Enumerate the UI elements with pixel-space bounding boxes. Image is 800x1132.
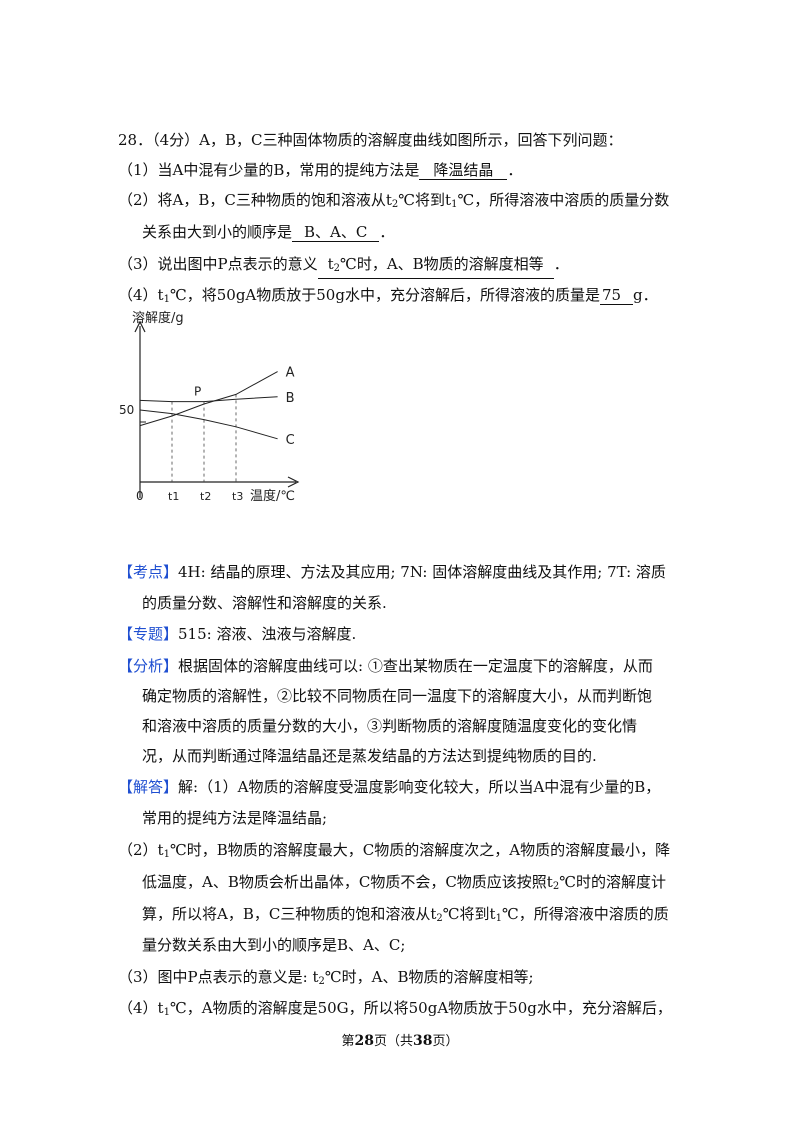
q2-text-b: ℃将到t: [398, 191, 452, 209]
question-1: （1）当A中混有少量的B，常用的提纯方法是 降温结晶．: [118, 160, 522, 180]
question-3: （3）说出图中P点表示的意义 t2℃时，A、B物质的溶解度相等．: [118, 254, 569, 279]
series-line-a: [139, 371, 278, 427]
zhuanti-text: 515: 溶液、浊液与溶解度.: [178, 625, 357, 643]
series-label-c: C: [286, 433, 295, 448]
question-2-line1: （2）将A，B，C三种物质的饱和溶液从t2℃将到t1℃，所得溶液中溶质的质量分数: [118, 190, 669, 215]
footer-post: 页）: [432, 1034, 459, 1049]
sub-2: 2: [391, 199, 399, 210]
jieda-8b: ℃，A物质的溶解度是50G，所以将50gA物质放于50g水中，充分溶解后，: [169, 999, 672, 1017]
fenxi-line1: 【分析】根据固体的溶解度曲线可以: ①查出某物质在一定温度下的溶解度，从而: [118, 656, 653, 676]
jieda-line7: （3）图中P点表示的意义是: t2℃时，A、B物质的溶解度相等;: [118, 967, 534, 992]
zhuanti-line: 【专题】515: 溶液、浊液与溶解度.: [118, 624, 356, 644]
series-label-b: B: [286, 391, 295, 406]
jieda-5c: ℃，所得溶液中溶质的质: [501, 905, 669, 923]
jieda-3-sub: 1: [163, 849, 170, 860]
q4-text-b: ℃，将50gA物质放于50g水中，充分溶解后，所得溶液的质量是: [169, 286, 600, 304]
q2-text-c: ℃，所得溶液中溶质的质量分数: [457, 191, 670, 209]
q4-unit: g: [633, 286, 643, 304]
jieda-8a: （4）t: [118, 999, 164, 1017]
q2-answer: B、A、C: [292, 223, 380, 242]
footer-pre: 第: [341, 1034, 355, 1049]
q2-text-a: （2）将A，B，C三种物质的饱和溶液从t: [118, 191, 392, 209]
series-label-a: A: [286, 366, 295, 381]
series-line-c: [139, 409, 278, 440]
x-tick-t2: t2: [200, 490, 211, 503]
fenxi-line3: 和溶液中溶质的质量分数的大小，③判断物质的溶解度随温度变化的变化情: [142, 717, 638, 735]
jieda-line3: （2）t1℃时，B物质的溶解度最大，C物质的溶解度次之，A物质的溶解度最小，降: [118, 840, 670, 865]
sub-1: 1: [451, 199, 458, 210]
q3-ans-t: t: [327, 255, 334, 273]
jieda-line5: 算，所以将A，B，C三种物质的饱和溶液从t2℃将到t1℃，所得溶液中溶质的质: [142, 904, 669, 929]
origin-label: 0: [136, 489, 144, 503]
jieda-4-sub: 2: [552, 881, 560, 892]
jieda-7a: （3）图中P点表示的意义是: t: [118, 968, 319, 986]
q3-dot: ．: [553, 255, 569, 273]
q2-text-d: 关系由大到小的顺序是: [142, 223, 293, 241]
fenxi-line2: 确定物质的溶解性，②比较不同物质在同一温度下的溶解度大小，从而判断饱: [142, 687, 653, 705]
q4-sub-1: 1: [163, 294, 170, 305]
solubility-chart: 溶解度/g 温度/℃ 0 50 AB C t1 t2 t3 P: [119, 310, 300, 504]
jieda-4a: 低温度，A、B物质会析出晶体，C物质不会，C物质应该按照t: [142, 873, 553, 891]
footer-page-number: 28: [354, 1033, 374, 1049]
series-line-b: [139, 396, 278, 403]
kaodian-line2: 的质量分数、溶解性和溶解度的关系.: [142, 594, 387, 612]
jieda-text-1: 解:（1）A物质的溶解度受温度影响变化较大，所以当A中混有少量的B，: [178, 778, 661, 796]
kaodian-line1: 【考点】4H: 结晶的原理、方法及其应用; 7N: 固体溶解度曲线及其作用; 7…: [118, 562, 666, 582]
kaodian-text-1: 4H: 结晶的原理、方法及其应用; 7N: 固体溶解度曲线及其作用; 7T: 溶…: [178, 563, 666, 581]
fenxi-tag: 【分析】: [118, 657, 179, 675]
q4-dot: ．: [642, 286, 658, 304]
point-p-label: P: [194, 385, 201, 399]
q1-dot: ．: [507, 161, 523, 179]
question-4: （4）t1℃，将50gA物质放于50g水中，充分溶解后，所得溶液的质量是 75 g．: [118, 285, 658, 310]
y-axis-arrow: [134, 320, 146, 333]
jieda-3a: （2）t: [118, 841, 164, 859]
jieda-line8: （4）t1℃，A物质的溶解度是50G，所以将50gA物质放于50g水中，充分溶解…: [118, 998, 672, 1023]
q3-ans-text: ℃时，A、B物质的溶解度相等: [340, 255, 544, 273]
jieda-3b: ℃时，B物质的溶解度最大，C物质的溶解度次之，A物质的溶解度最小，降: [169, 841, 671, 859]
fenxi-line4: 况，从而判断通过降温结晶还是蒸发结晶的方法达到提纯物质的目的.: [142, 747, 597, 765]
x-tick-t1: t1: [168, 490, 179, 503]
question-header: 28．（4分）A，B，C三种固体物质的溶解度曲线如图所示，回答下列问题：: [118, 131, 623, 149]
jieda-5-sub1: 1: [495, 913, 502, 924]
y-axis-label: 溶解度/g: [132, 310, 184, 326]
y-tick-50: 50: [119, 403, 134, 417]
jieda-line6: 量分数关系由大到小的顺序是B、A、C;: [142, 936, 406, 954]
q3-answer: t2℃时，A、B物质的溶解度相等: [317, 255, 554, 279]
x-tick-labels: t1 t2 t3: [168, 490, 243, 503]
zhuanti-tag: 【专题】: [118, 625, 179, 643]
kaodian-tag: 【考点】: [118, 563, 179, 581]
q1-answer: 降温结晶: [419, 161, 508, 180]
footer-mid: 页（共: [373, 1034, 413, 1049]
jieda-7-sub: 2: [318, 976, 325, 987]
jieda-4b: ℃时的溶解度计: [559, 873, 666, 891]
jieda-5-sub2: 2: [436, 913, 443, 924]
jieda-line1: 【解答】解:（1）A物质的溶解度受温度影响变化较大，所以当A中混有少量的B，: [118, 777, 660, 797]
fenxi-text-1: 根据固体的溶解度曲线可以: ①查出某物质在一定温度下的溶解度，从而: [178, 657, 653, 675]
q1-text: （1）当A中混有少量的B，常用的提纯方法是: [118, 161, 420, 179]
q4-answer: 75: [599, 286, 634, 305]
x-axis-label: 温度/℃: [250, 488, 295, 504]
jieda-7b: ℃时，A、B物质的溶解度相等;: [324, 968, 534, 986]
x-axis-arrow: [287, 476, 300, 488]
x-tick-t3: t3: [232, 490, 243, 503]
jieda-5a: 算，所以将A，B，C三种物质的饱和溶液从t: [142, 905, 437, 923]
jieda-5b: ℃将到t: [442, 905, 496, 923]
q3-sub-2: 2: [333, 263, 341, 274]
question-2-line2: 关系由大到小的顺序是 B、A、C ．: [142, 222, 394, 242]
jieda-tag: 【解答】: [118, 778, 179, 796]
q4-text-a: （4）t: [118, 286, 164, 304]
footer-total-pages: 38: [413, 1033, 433, 1049]
q3-text: （3）说出图中P点表示的意义: [118, 255, 318, 273]
jieda-8-sub: 1: [163, 1007, 170, 1018]
guide-lines: [140, 394, 237, 482]
page-footer: 第28页（共38页）: [0, 1030, 800, 1049]
q2-dot: ．: [379, 223, 395, 241]
jieda-line2: 常用的提纯方法是降温结晶;: [142, 809, 328, 827]
jieda-line4: 低温度，A、B物质会析出晶体，C物质不会，C物质应该按照t2℃时的溶解度计: [142, 872, 666, 897]
series-group: AB C: [139, 366, 295, 448]
